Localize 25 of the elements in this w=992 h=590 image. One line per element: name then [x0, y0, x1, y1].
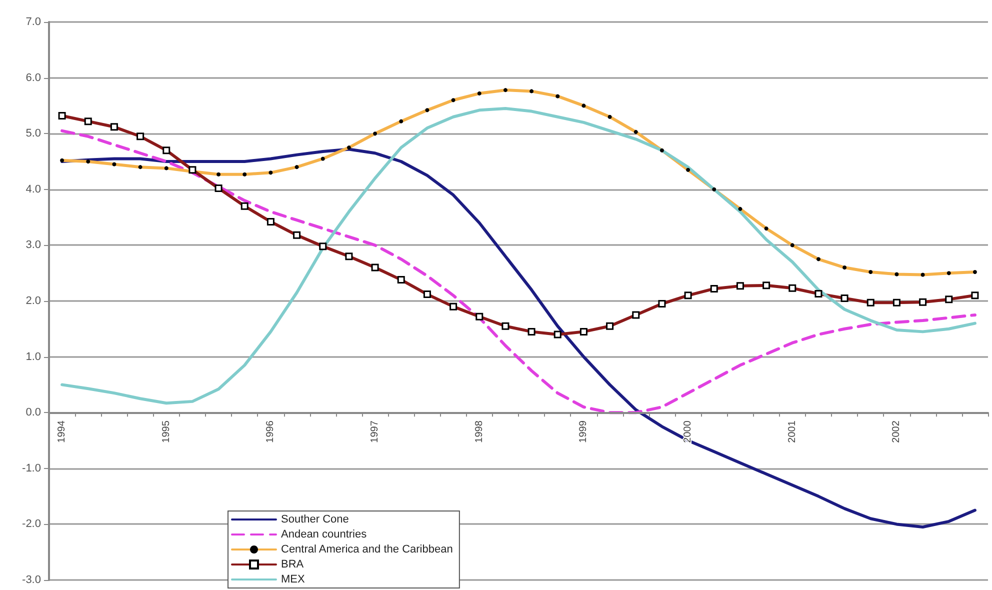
x-tick-label: 1998 — [474, 420, 485, 443]
y-tick-label: 3.0 — [26, 239, 41, 252]
x-tick-label: 1995 — [160, 420, 172, 443]
y-tick-label: -3.0 — [22, 574, 41, 586]
legend-label: Central America and the Caribbean — [281, 544, 453, 556]
x-tick-label: 2001 — [786, 420, 798, 443]
y-tick-label: 5.0 — [26, 128, 41, 140]
y-tick-label: 6.0 — [26, 72, 41, 84]
x-tick-label: 2002 — [891, 420, 902, 443]
x-tick-label: 1999 — [578, 420, 590, 443]
legend-label: Souther Cone — [281, 514, 349, 526]
y-tick-label: -2.0 — [22, 518, 41, 530]
y-tick-label: -1.0 — [22, 462, 41, 474]
legend-label: Andean countries — [281, 528, 368, 540]
x-tick-label: 1997 — [370, 420, 381, 443]
y-tick-label: 0.0 — [26, 406, 41, 419]
x-tick-label: 1996 — [265, 420, 276, 443]
legend-label: BRA — [281, 558, 304, 570]
x-tick-label: 1994 — [56, 420, 68, 443]
legend-label: MEX — [281, 574, 306, 586]
x-tick-label: 2000 — [682, 420, 694, 443]
y-tick-label: 4.0 — [26, 183, 41, 196]
y-tick-label: 1.0 — [26, 350, 41, 363]
y-tick-label: 2.0 — [26, 295, 41, 307]
y-tick-label: 7.0 — [26, 16, 41, 28]
